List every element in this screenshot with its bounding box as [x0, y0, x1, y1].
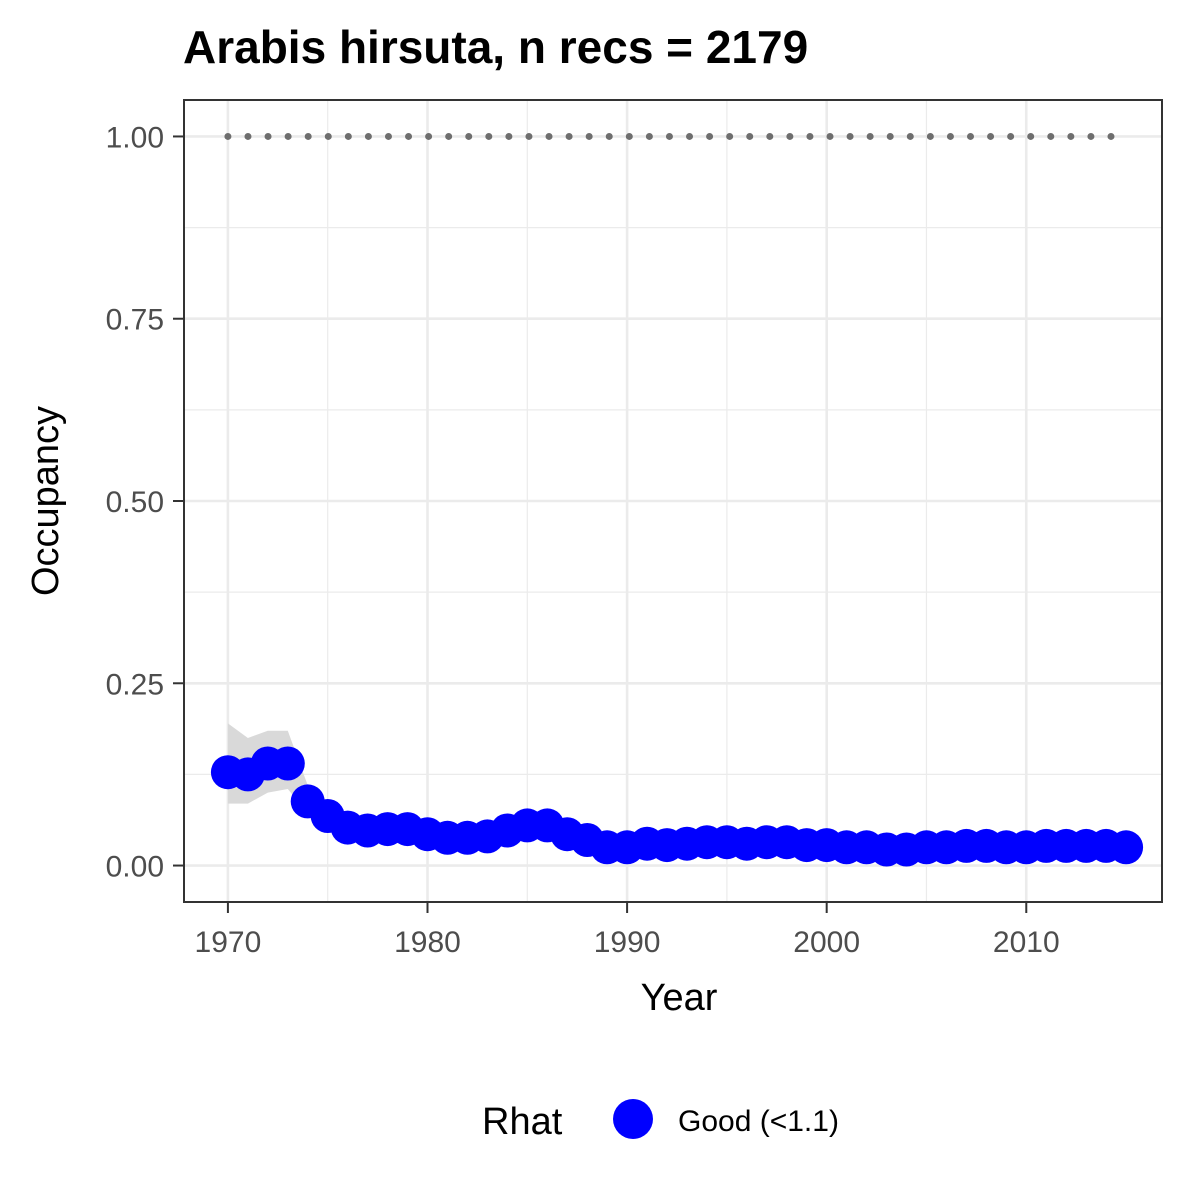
occupancy-point: [270, 746, 305, 781]
x-tick-label: 1970: [195, 926, 262, 959]
occupancy-points-layer: [210, 746, 1144, 867]
y-axis: 0.00 0.25 0.50 0.75 1.00: [106, 121, 184, 884]
x-tick-label: 2000: [793, 926, 860, 959]
chart-title: Arabis hirsuta, n recs = 2179: [183, 21, 808, 73]
y-tick-label: 0.25: [106, 668, 164, 701]
x-axis-title: Year: [641, 977, 718, 1019]
legend-label-good: Good (<1.1): [678, 1105, 839, 1138]
legend-key-good: [613, 1099, 653, 1139]
legend-title: Rhat: [482, 1101, 563, 1143]
y-tick-label: 0.00: [106, 851, 164, 884]
legend: Rhat Good (<1.1): [482, 1099, 839, 1143]
x-tick-label: 1990: [594, 926, 661, 959]
y-tick-label: 0.50: [106, 486, 164, 519]
x-tick-label: 2010: [993, 926, 1060, 959]
panel-grid: [184, 100, 1162, 902]
x-tick-label: 1980: [394, 926, 461, 959]
x-axis: 1970 1980 1990 2000 2010: [195, 902, 1060, 959]
y-tick-label: 1.00: [106, 121, 164, 154]
y-axis-title: Occupancy: [25, 406, 67, 596]
occupancy-point: [1109, 830, 1144, 865]
y-tick-label: 0.75: [106, 304, 164, 337]
